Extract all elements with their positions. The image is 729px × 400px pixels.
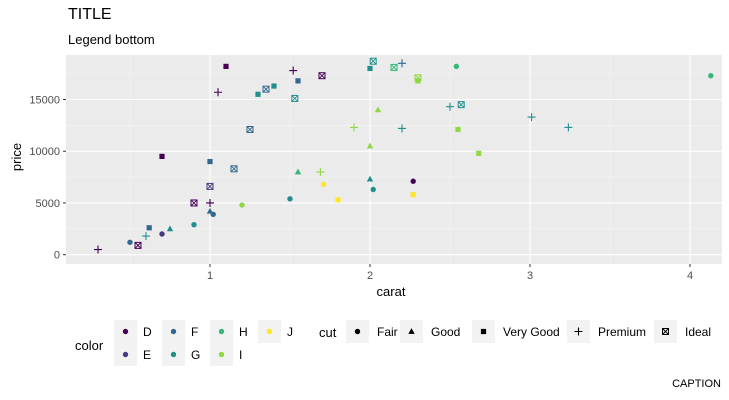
legend-color-swatch [218,351,225,358]
data-point [350,123,358,132]
data-point [374,106,382,113]
legend-color-label: D [143,325,152,339]
data-point [414,74,422,82]
data-point [159,231,165,237]
data-point [527,113,536,122]
legend-shape-swatch [662,328,669,335]
data-point [455,126,461,133]
data-point [289,66,298,75]
y-tick-label: 0 [54,250,60,262]
data-point [230,165,238,173]
data-point [398,124,406,133]
legend-color-label: I [239,348,242,362]
data-point [206,182,214,190]
data-point [191,221,197,228]
legend-color-label: F [191,325,198,339]
legend-shape-swatch [574,327,583,336]
data-point [94,245,102,254]
x-tick-label: 4 [687,270,693,282]
data-point [410,178,416,184]
data-point [369,57,377,65]
data-point [255,91,261,97]
y-tick-label: 5000 [36,198,60,210]
data-point [366,142,374,149]
data-point [246,125,254,133]
data-point [410,192,416,198]
legend-color-swatch [170,351,177,358]
data-point [206,198,214,207]
data-point [166,225,174,232]
legend-shape-swatch [354,328,361,335]
x-tick-label: 1 [207,270,213,282]
data-point [239,202,245,208]
data-points [94,57,714,254]
data-point [146,225,152,231]
data-point [316,167,325,176]
x-tick-label: 2 [367,270,373,282]
y-tick-label: 15000 [29,94,60,106]
legend-color-swatch [266,328,273,335]
legend-color-swatch [170,328,177,335]
data-point [287,196,293,202]
legend-color-swatch [122,328,129,335]
x-tick-label: 3 [527,270,533,282]
legend-color-label: H [239,325,248,339]
data-point [214,88,222,97]
data-point [271,83,277,89]
data-point [294,168,302,175]
chart-subtitle: Legend bottom [68,32,155,47]
data-point [159,153,165,159]
data-point [457,101,465,109]
data-point [564,123,573,132]
legend-shape-label: Ideal [685,325,711,339]
data-point [320,181,327,188]
data-point [366,175,374,182]
data-point [335,197,341,203]
legend-color-swatch [122,351,129,358]
data-point [398,59,406,68]
data-point [134,241,142,249]
legend-shape-label: Fair [377,325,398,339]
data-point [127,239,133,245]
data-point [207,158,213,165]
legend-shape-label: Very Good [503,325,560,339]
legend-color-label: E [143,348,151,362]
chart-caption: CAPTION [672,378,721,390]
data-point [262,85,270,93]
axes: 1 2 3 4 0 5000 10000 15000 [29,94,693,282]
data-point [318,72,326,80]
data-point [367,65,373,72]
data-point [291,94,299,102]
x-axis-label: carat [377,284,406,299]
data-point [370,186,376,193]
data-point [390,63,398,71]
data-point [223,63,229,69]
legend-color-label: J [287,325,293,339]
legend-color-swatch [218,328,225,335]
data-point [142,232,150,241]
legend-shape-label: Premium [598,325,646,339]
shape-legend-title: cut [319,325,337,340]
legend-shape-swatch [408,328,415,334]
data-point [476,150,482,156]
legend-color-label: G [191,348,200,362]
data-point [446,102,454,111]
plot-panel [66,55,722,264]
legend-shape-swatch [480,328,487,335]
data-point [453,63,460,70]
data-point [295,78,301,84]
y-axis-label: price [9,143,24,171]
y-tick-label: 10000 [29,146,60,158]
legend-shape-label: Good [431,325,460,339]
data-point [708,72,714,79]
legend: color DE FG HI J cut Fair Good Very Good Premium I… [75,320,711,366]
chart-title: TITLE [68,6,112,23]
color-legend-title: color [75,338,104,353]
data-point [190,199,198,207]
data-point [206,207,214,214]
